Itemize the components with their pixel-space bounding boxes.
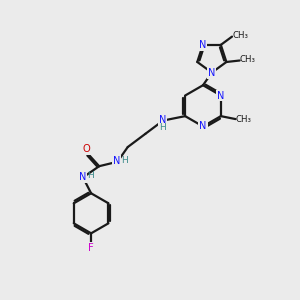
Text: H: H (122, 156, 128, 165)
Text: N: N (113, 156, 121, 166)
Text: N: N (208, 68, 215, 78)
Text: H: H (88, 171, 94, 180)
Text: O: O (82, 144, 90, 154)
Text: CH₃: CH₃ (232, 31, 248, 40)
Text: N: N (199, 40, 206, 50)
Text: N: N (217, 91, 224, 100)
Text: H: H (159, 123, 166, 132)
Text: F: F (88, 243, 94, 253)
Text: N: N (199, 122, 207, 131)
Text: N: N (79, 172, 86, 182)
Text: N: N (159, 115, 166, 125)
Text: CH₃: CH₃ (240, 55, 256, 64)
Text: CH₃: CH₃ (236, 115, 252, 124)
